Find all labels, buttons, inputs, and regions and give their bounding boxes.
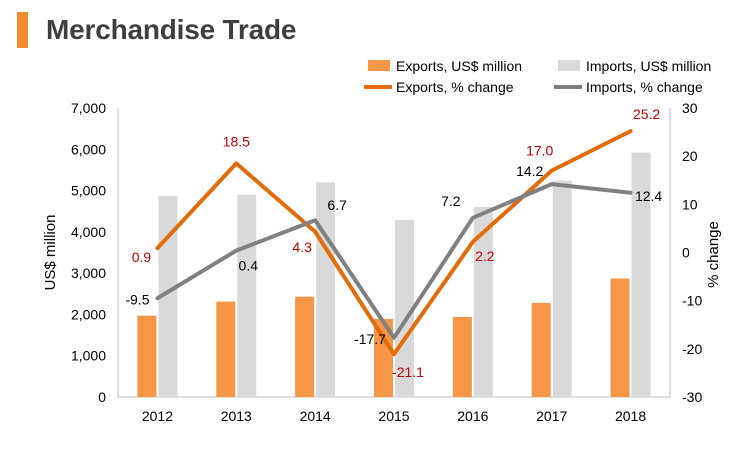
y-tick-label: 2,000 [71, 306, 106, 322]
x-tick-label: 2017 [536, 408, 567, 424]
imports-bar [316, 182, 336, 397]
imports-bar [237, 194, 257, 397]
chart-data-labels: 0.9 18.5 4.3 -21.1 2.2 17.0 25.2 -9.5 0.4 6.7 -17.… [125, 106, 662, 380]
y-tick-label: 3,000 [71, 265, 106, 281]
exports-change-label: 0.9 [132, 249, 152, 265]
imports-change-label: -9.5 [125, 291, 149, 307]
imports-bar [631, 152, 651, 397]
exports-bar [295, 296, 315, 397]
imports-bar [552, 180, 572, 397]
imports-change-label: 6.7 [327, 197, 347, 213]
exports-change-label: 18.5 [223, 133, 250, 149]
x-tick-label: 2013 [221, 408, 252, 424]
header-accent-bar [17, 12, 28, 48]
imports-change-line [155, 182, 633, 340]
exports-bar [610, 278, 630, 397]
chart-axes: 0 1,000 2,000 3,000 4,000 5,000 6,000 7,000 -30 -… [42, 100, 722, 424]
x-tick-label: 2012 [142, 408, 173, 424]
imports-change-label: 0.4 [239, 258, 259, 274]
legend-label: Imports, US$ million [586, 58, 711, 74]
exports-change-label: -21.1 [392, 364, 424, 380]
x-tick-label: 2015 [378, 408, 409, 424]
y2-tick-label: 30 [682, 100, 698, 116]
exports-change-label: 17.0 [526, 143, 553, 159]
legend-imports-swatch [558, 60, 580, 71]
exports-bar [137, 315, 157, 397]
x-tick-label: 2018 [615, 408, 646, 424]
y2-tick-label: 0 [682, 245, 690, 261]
y-tick-label: 5,000 [71, 183, 106, 199]
exports-change-line [155, 129, 633, 357]
legend-exports-swatch [368, 60, 390, 71]
y2-tick-label: 20 [682, 148, 698, 164]
chart-lines [155, 129, 633, 357]
y-tick-label: 4,000 [71, 224, 106, 240]
exports-change-label: 4.3 [292, 239, 312, 255]
imports-change-label: 7.2 [441, 193, 461, 209]
imports-change-label: 12.4 [635, 188, 662, 204]
y2-axis-title: % change [705, 221, 722, 288]
exports-change-label: 25.2 [633, 106, 660, 122]
y2-tick-label: -20 [682, 341, 702, 357]
legend-label: Exports, % change [396, 79, 514, 95]
y2-tick-label: 10 [682, 196, 698, 212]
x-tick-label: 2014 [300, 408, 331, 424]
y2-tick-label: -30 [682, 389, 702, 405]
y2-tick-label: -10 [682, 293, 702, 309]
exports-bar [452, 316, 472, 397]
exports-bar [216, 301, 236, 397]
exports-change-label: 2.2 [475, 248, 495, 264]
imports-bar [158, 195, 178, 397]
y-tick-label: 6,000 [71, 141, 106, 157]
exports-bar [374, 318, 393, 397]
y-tick-label: 0 [98, 389, 106, 405]
imports-bar [473, 207, 493, 397]
exports-bar [531, 302, 551, 397]
chart-legend: Exports, US$ million Imports, US$ million… [364, 58, 711, 95]
y-tick-label: 7,000 [71, 100, 106, 116]
legend-label: Exports, US$ million [396, 58, 522, 74]
imports-bar [395, 219, 414, 397]
y-tick-label: 1,000 [71, 348, 106, 364]
legend-label: Imports, % change [586, 79, 703, 95]
page-title: Merchandise Trade [46, 14, 297, 45]
imports-change-label: -17.7 [354, 331, 386, 347]
y-axis-title: US$ million [42, 215, 59, 291]
imports-change-label: 14.2 [516, 163, 543, 179]
x-tick-label: 2016 [457, 408, 488, 424]
